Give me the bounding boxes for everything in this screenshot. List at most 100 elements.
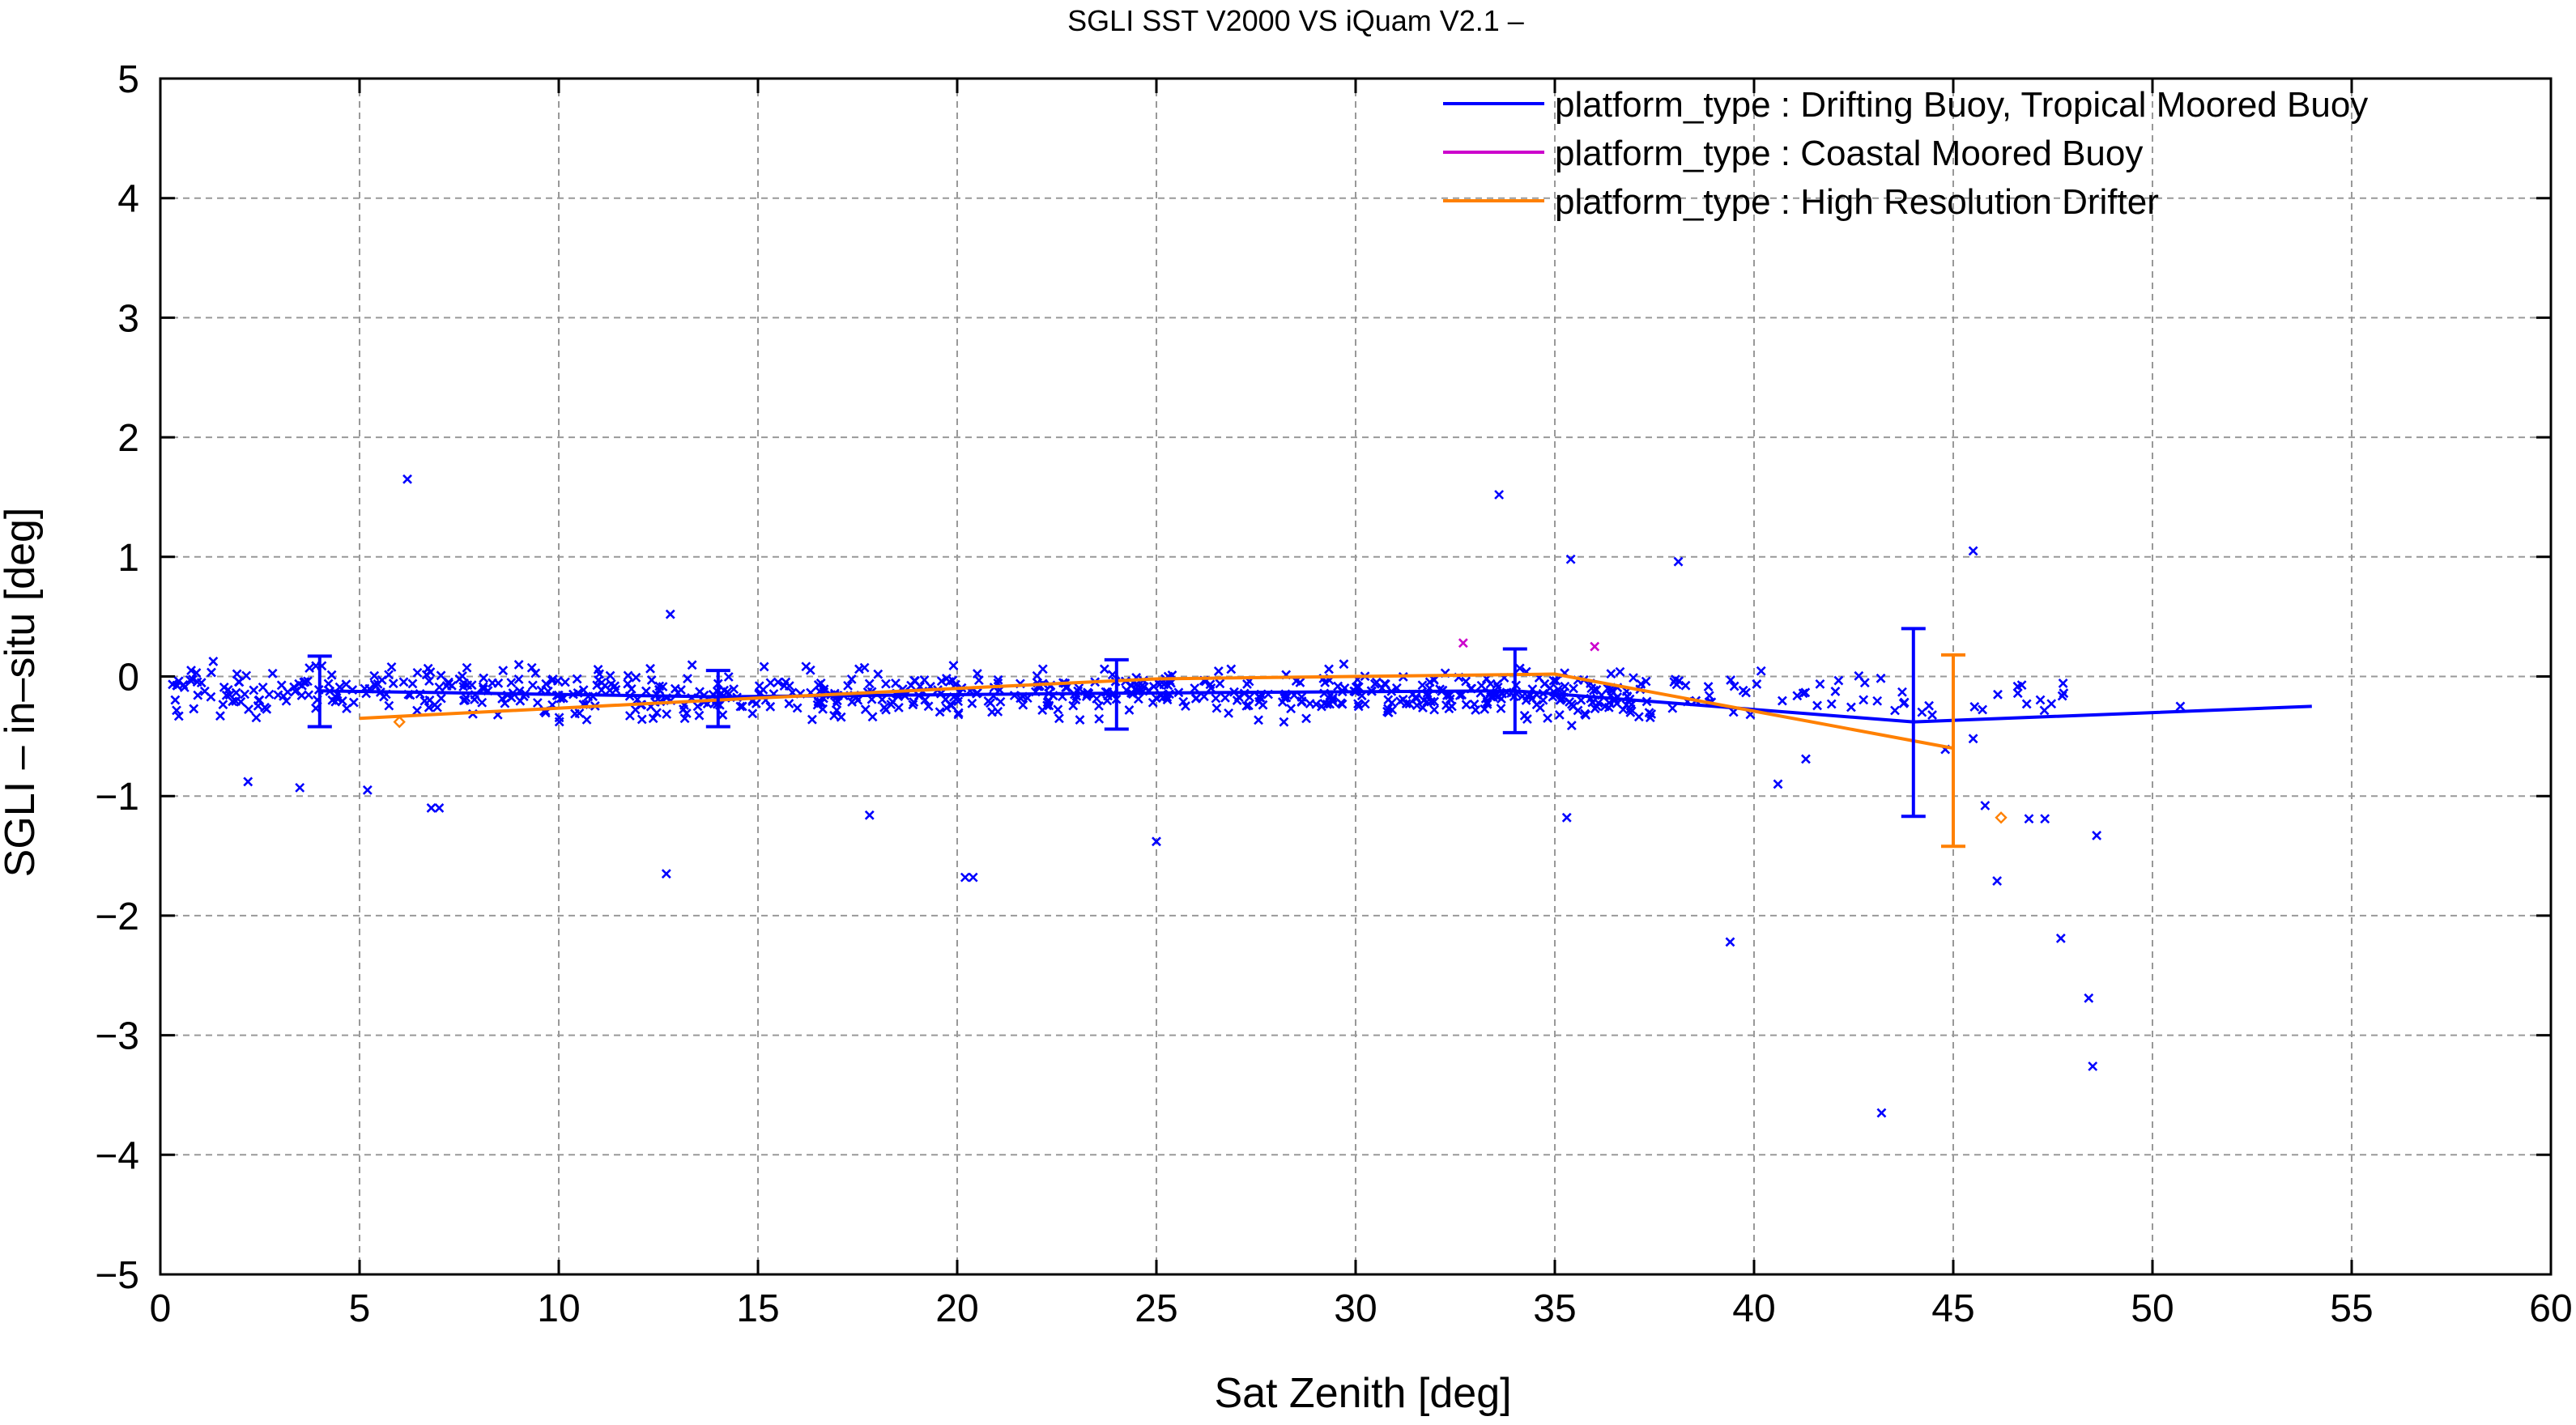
scatter-point xyxy=(773,677,783,687)
scatter-point xyxy=(303,676,313,687)
x-tick-label: 60 xyxy=(2529,1287,2572,1330)
marker-stroke xyxy=(940,694,951,704)
marker-stroke xyxy=(1644,708,1654,718)
marker-stroke xyxy=(983,695,994,706)
marker-stroke xyxy=(1053,704,1063,715)
scatter-point xyxy=(1752,679,1762,689)
marker-stroke xyxy=(1633,712,1644,722)
marker-stroke xyxy=(807,714,817,725)
scatter-point xyxy=(1226,664,1237,674)
marker-stroke xyxy=(295,782,305,793)
scatter-point xyxy=(646,675,657,685)
scatter-point xyxy=(920,695,930,705)
scatter-point xyxy=(1445,694,1455,704)
scatter-point xyxy=(864,810,875,820)
marker-stroke xyxy=(1404,699,1415,709)
scatter-point xyxy=(2012,681,2023,691)
scatter-point xyxy=(846,674,857,684)
marker-stroke xyxy=(881,678,891,689)
scatter-point xyxy=(1488,692,1498,702)
marker-stroke xyxy=(1573,705,1583,716)
marker-stroke xyxy=(1311,699,1322,709)
marker-stroke xyxy=(1859,678,1870,688)
marker-stroke xyxy=(1353,701,1364,712)
marker-stroke xyxy=(953,709,964,720)
marker-stroke xyxy=(2055,934,2066,943)
marker-stroke xyxy=(1205,679,1216,690)
scatter-point xyxy=(1178,696,1189,707)
x-tick-label: 40 xyxy=(1732,1287,1775,1330)
marker-stroke xyxy=(1324,693,1334,704)
marker-stroke xyxy=(1667,703,1678,713)
scatter-point xyxy=(919,674,930,685)
marker-stroke xyxy=(303,676,313,687)
scatter-point xyxy=(1518,691,1527,701)
marker-stroke xyxy=(1565,697,1574,707)
marker-stroke xyxy=(1741,687,1751,698)
marker-stroke xyxy=(605,670,615,681)
error-bar xyxy=(1941,653,1965,849)
marker-stroke xyxy=(1993,689,2003,700)
marker-stroke xyxy=(1417,680,1428,691)
marker-stroke xyxy=(423,663,433,674)
y-tick-label: 0 xyxy=(117,657,139,700)
marker-stroke xyxy=(249,685,259,695)
scatter-point xyxy=(1969,702,1980,712)
marker-stroke xyxy=(818,704,828,714)
scatter-point xyxy=(500,698,510,708)
scatter-point xyxy=(2175,701,2186,712)
marker-stroke xyxy=(1295,678,1305,687)
marker-stroke xyxy=(1018,700,1028,710)
marker-stroke xyxy=(1591,684,1602,695)
y-axis-label: SGLI – in–situ [deg] xyxy=(0,508,44,878)
marker-stroke xyxy=(1211,693,1221,704)
marker-stroke xyxy=(1898,698,1909,708)
marker-stroke xyxy=(432,702,442,712)
marker-stroke xyxy=(2058,678,2068,688)
scatter-point xyxy=(541,678,551,689)
scatter-point xyxy=(1756,666,1766,676)
x-tick-label: 0 xyxy=(150,1287,172,1330)
scatter-point xyxy=(1568,701,1578,712)
marker-stroke xyxy=(1480,693,1491,704)
scatter-point xyxy=(1254,715,1263,725)
marker-stroke xyxy=(1426,696,1437,707)
scatter-point xyxy=(1485,678,1496,689)
marker-stroke xyxy=(813,696,824,707)
scatter-point xyxy=(506,678,517,688)
scatter-point xyxy=(881,678,891,689)
scatter-point xyxy=(815,678,826,688)
scatter-point xyxy=(815,697,826,707)
scatter-point xyxy=(232,669,242,679)
marker-stroke xyxy=(1645,712,1655,723)
scatter-point xyxy=(661,869,671,879)
marker-stroke xyxy=(935,707,945,717)
marker-stroke xyxy=(224,690,235,700)
y-tick-label: 5 xyxy=(117,58,139,101)
scatter-point xyxy=(526,662,537,673)
scatter-point xyxy=(1703,682,1714,691)
marker-stroke xyxy=(692,701,703,712)
scatter-point xyxy=(879,702,889,712)
marker-stroke xyxy=(909,675,920,686)
scatter-point xyxy=(1968,546,1978,556)
scatter-point xyxy=(1667,703,1678,713)
marker-stroke xyxy=(1254,696,1264,707)
marker-stroke xyxy=(1324,664,1334,674)
marker-stroke xyxy=(1568,701,1578,712)
marker-stroke xyxy=(1561,812,1572,823)
marker-stroke xyxy=(1812,700,1822,711)
marker-stroke xyxy=(729,684,739,695)
marker-stroke xyxy=(909,697,919,708)
scatter-point xyxy=(1297,697,1307,707)
marker-stroke xyxy=(936,676,947,687)
scatter-point xyxy=(1190,683,1200,693)
scatter-point xyxy=(432,702,442,712)
marker-stroke xyxy=(1190,693,1201,704)
scatter-point xyxy=(953,696,964,707)
scatter-point xyxy=(1152,836,1161,847)
marker-stroke xyxy=(695,687,705,697)
scatter-point xyxy=(1859,695,1869,705)
scatter-point xyxy=(1830,686,1841,696)
marker-stroke xyxy=(1545,683,1556,693)
